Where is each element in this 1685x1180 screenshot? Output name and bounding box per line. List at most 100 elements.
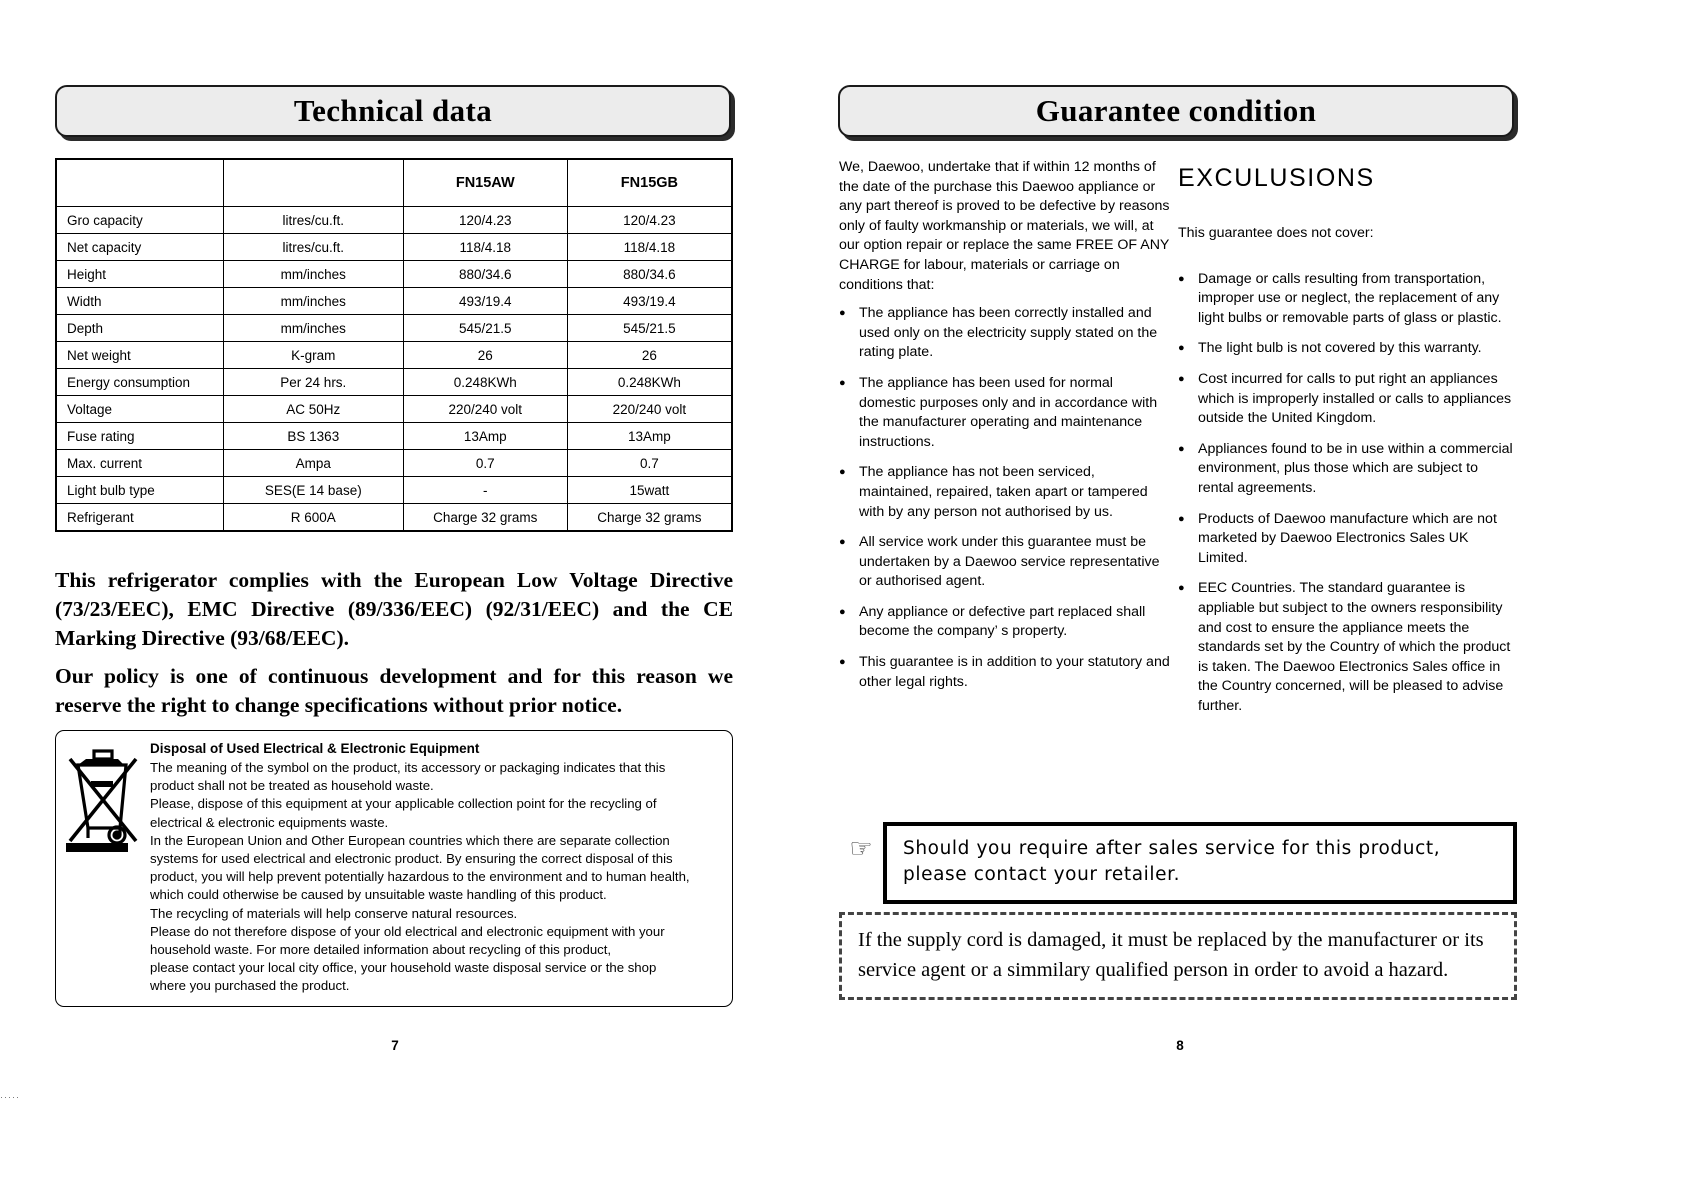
after-sales-notice-text: Should you require after sales service f…: [903, 838, 1441, 885]
header-model-fn15aw: FN15AW: [402, 158, 568, 207]
spec-value-fn15gb: 15watt: [566, 476, 733, 504]
table-row: Net capacity litres/cu.ft. 118/4.18 118/4.1…: [55, 233, 733, 261]
supply-cord-notice-box: If the supply cord is damaged, it must b…: [839, 912, 1517, 1000]
disposal-line: product, you will help prevent potential…: [150, 869, 690, 885]
disposal-line: Please do not therefore dispose of your …: [150, 923, 665, 939]
header-model-fn15gb: FN15GB: [566, 158, 733, 207]
spec-label: Net capacity: [55, 233, 224, 261]
header-blank-unit: [222, 158, 404, 207]
spec-value-fn15gb: 120/4.23: [566, 206, 733, 234]
spec-value-fn15gb: 545/21.5: [566, 314, 733, 342]
list-item: Appliances found to be in use within a c…: [1178, 439, 1513, 499]
spec-unit: Per 24 hrs.: [222, 368, 404, 396]
spec-label: Net weight: [55, 341, 224, 369]
table-row: Width mm/inches 493/19.4 493/19.4: [55, 287, 733, 315]
list-item: EEC Countries. The standard guarantee is…: [1178, 578, 1513, 716]
spec-unit: mm/inches: [222, 287, 404, 315]
spec-unit: litres/cu.ft.: [222, 233, 404, 261]
spec-label: Max. current: [55, 449, 224, 477]
table-row: Voltage AC 50Hz 220/240 volt 220/240 volt: [55, 395, 733, 423]
spec-value-fn15gb: 0.248KWh: [566, 368, 733, 396]
disposal-text-block: Disposal of Used Electrical & Electronic…: [150, 740, 722, 1000]
spec-unit: litres/cu.ft.: [222, 206, 404, 234]
guarantee-right-column: EXCULUSIONS This guarantee does not cove…: [1178, 158, 1513, 727]
spec-value-fn15gb: 26: [566, 341, 733, 369]
list-item: The appliance has been used for normal d…: [839, 373, 1172, 452]
list-item: This guarantee is in addition to your st…: [839, 652, 1172, 692]
spec-value-fn15gb: 220/240 volt: [566, 395, 733, 423]
spec-value-fn15aw: 26: [402, 341, 568, 369]
table-row: Fuse rating BS 1363 13Amp 13Amp: [55, 422, 733, 450]
table-row: Net weight K-gram 26 26: [55, 341, 733, 369]
spec-value-fn15aw: 118/4.18: [402, 233, 568, 261]
after-sales-notice-row: ☞ Should you require after sales service…: [839, 822, 1517, 904]
scan-corner-mark: ·····: [0, 1092, 20, 1102]
spec-value-fn15gb: 880/34.6: [566, 260, 733, 288]
spec-value-fn15aw: 880/34.6: [402, 260, 568, 288]
disposal-line: where you purchased the product.: [150, 978, 350, 994]
spec-value-fn15aw: Charge 32 grams: [402, 503, 568, 532]
disposal-line: product shall not be treated as househol…: [150, 778, 434, 794]
disposal-line: electrical & electronic equipments waste…: [150, 814, 389, 830]
spec-value-fn15aw: 120/4.23: [402, 206, 568, 234]
compliance-statement: This refrigerator complies with the Euro…: [55, 567, 733, 650]
spec-label: Height: [55, 260, 224, 288]
list-item: Any appliance or defective part replaced…: [839, 602, 1172, 642]
table-header-row: FN15AW FN15GB: [55, 158, 733, 207]
table-row: Refrigerant R 600A Charge 32 grams Charge 3…: [55, 503, 733, 532]
page-title: Guarantee condition: [1035, 93, 1317, 128]
spec-unit: mm/inches: [222, 314, 404, 342]
disposal-notice-box: Disposal of Used Electrical & Electronic…: [55, 730, 733, 1007]
right-page: Guarantee condition: [838, 0, 1685, 1180]
table-row: Height mm/inches 880/34.6 880/34.6: [55, 260, 733, 288]
banner-frame: Technical data: [55, 85, 731, 137]
exclusions-heading: EXCULUSIONS: [1178, 164, 1375, 192]
table-body: Gro capacity litres/cu.ft. 120/4.23 120/4.2…: [55, 206, 733, 532]
spec-value-fn15aw: -: [402, 476, 568, 504]
policy-statement: Our policy is one of continuous developm…: [55, 663, 733, 717]
guarantee-conditions-list: The appliance has been correctly install…: [839, 303, 1172, 692]
list-item: Products of Daewoo manufacture which are…: [1178, 509, 1513, 569]
list-item: The appliance has not been serviced, mai…: [839, 462, 1172, 522]
spec-label: Energy consumption: [55, 368, 224, 396]
list-item: Damage or calls resulting from transport…: [1178, 269, 1513, 329]
table-row: Max. current Ampa 0.7 0.7: [55, 449, 733, 477]
left-page: Technical data FN15AW FN15GB Gro capacit…: [0, 0, 842, 1180]
spec-value-fn15aw: 545/21.5: [402, 314, 568, 342]
disposal-line: The meaning of the symbol on the product…: [150, 760, 666, 775]
spec-unit: SES(E 14 base): [222, 476, 404, 504]
spec-value-fn15gb: 0.7: [566, 449, 733, 477]
spec-value-fn15gb: Charge 32 grams: [566, 503, 733, 532]
technical-data-banner: Technical data: [55, 85, 731, 137]
disposal-line: In the European Union and Other European…: [150, 832, 670, 848]
spec-label: Refrigerant: [55, 503, 224, 532]
guarantee-left-column: We, Daewoo, undertake that if within 12 …: [839, 158, 1172, 703]
spec-value-fn15aw: 493/19.4: [402, 287, 568, 315]
spec-unit: R 600A: [222, 503, 404, 532]
disposal-line: which could otherwise be caused by unsui…: [150, 887, 607, 903]
spec-unit: Ampa: [222, 449, 404, 477]
disposal-title: Disposal of Used Electrical & Electronic…: [150, 741, 480, 756]
technical-specification-table: FN15AW FN15GB Gro capacity litres/cu.ft. 1…: [55, 158, 733, 532]
spec-label: Fuse rating: [55, 422, 224, 450]
spec-value-fn15gb: 118/4.18: [566, 233, 733, 261]
spec-value-fn15aw: 13Amp: [402, 422, 568, 450]
guarantee-condition-banner: Guarantee condition: [838, 85, 1514, 137]
list-item: All service work under this guarantee mu…: [839, 532, 1172, 592]
disposal-line: The recycling of materials will help con…: [150, 905, 518, 921]
exclusions-list: Damage or calls resulting from transport…: [1178, 269, 1513, 717]
guarantee-intro: We, Daewoo, undertake that if within 12 …: [839, 159, 1170, 293]
spec-value-fn15gb: 13Amp: [566, 422, 733, 450]
disposal-line: please contact your local city office, y…: [150, 960, 657, 976]
disposal-line: systems for used electrical and electron…: [150, 851, 673, 867]
disposal-lines: The meaning of the symbol on the product…: [150, 759, 722, 996]
list-item: The appliance has been correctly install…: [839, 303, 1172, 363]
spec-label: Width: [55, 287, 224, 315]
spec-unit: K-gram: [222, 341, 404, 369]
disposal-line: household waste. For more detailed infor…: [150, 942, 612, 958]
spec-label: Depth: [55, 314, 224, 342]
list-item: Cost incurred for calls to put right an …: [1178, 369, 1513, 429]
spec-unit: BS 1363: [222, 422, 404, 450]
spec-unit: AC 50Hz: [222, 395, 404, 423]
supply-cord-notice-text: If the supply cord is damaged, it must b…: [858, 929, 1484, 981]
